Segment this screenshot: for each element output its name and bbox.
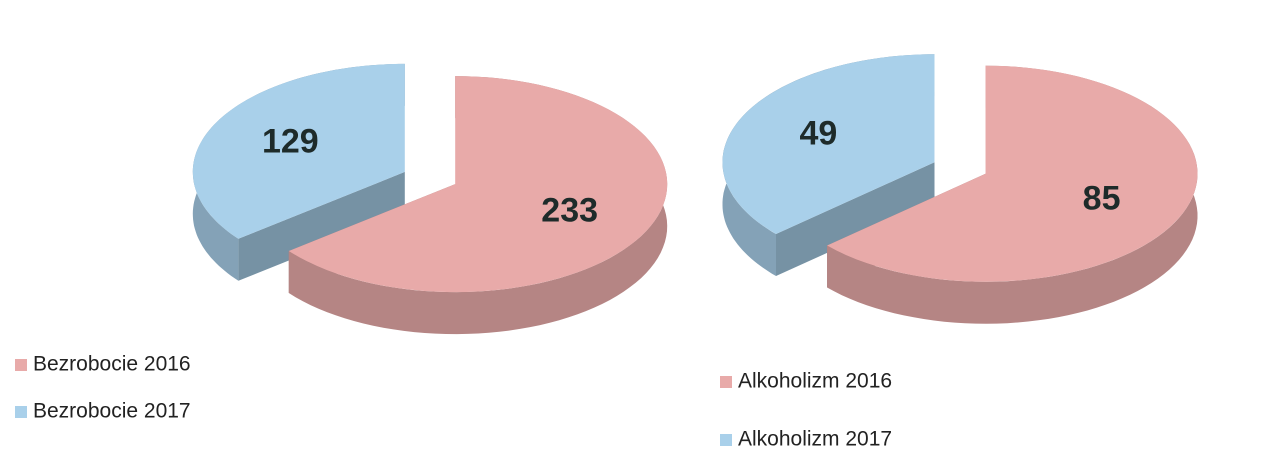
value-label: 49 [800,115,838,153]
value-label: 85 [1083,179,1121,217]
slice-side [288,76,668,335]
value-label: 233 [541,191,598,229]
legend-label: Bezrobocie 2017 [33,400,191,423]
slice [827,65,1198,282]
legend-label: Alkoholizm 2016 [738,370,892,393]
legend-swatch [720,376,732,388]
legend-label: Bezrobocie 2016 [33,353,191,376]
slice [722,54,935,234]
legend-swatch [15,359,27,371]
slice-wall [776,162,935,276]
legend-swatch [15,406,27,418]
slice-side [827,65,1198,324]
legend-label: Alkoholizm 2017 [738,428,892,450]
value-label: 129 [262,123,319,161]
slice [288,76,668,293]
slice [192,63,405,239]
slice-wall [238,171,405,281]
legend-swatch [720,434,732,446]
